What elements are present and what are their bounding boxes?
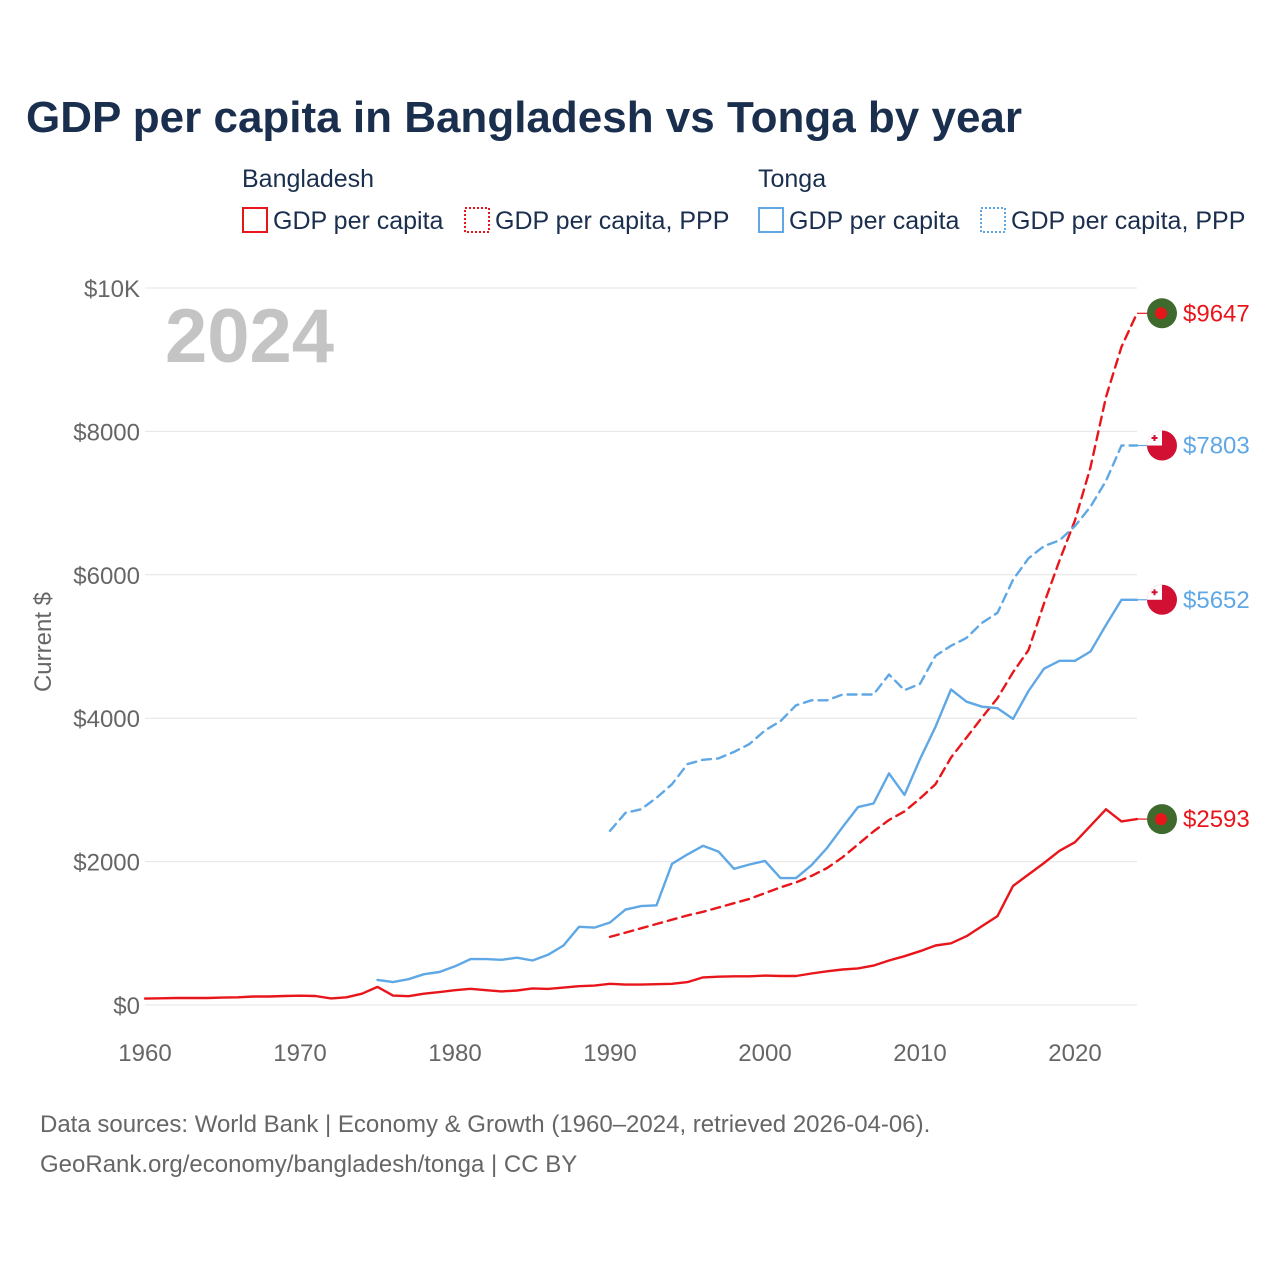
y-tick-label: $6000 (73, 563, 140, 590)
legend-swatch-tonga-ppp (980, 207, 1006, 233)
legend-label-bangladesh-ppp: GDP per capita, PPP (495, 207, 729, 235)
x-tick-label: 1960 (118, 1040, 171, 1067)
footer-sources: Data sources: World Bank | Economy & Gro… (40, 1111, 930, 1138)
x-tick-label: 2020 (1048, 1040, 1101, 1067)
year-label: 2024 (165, 294, 334, 379)
legend-label-tonga-ppp: GDP per capita, PPP (1011, 207, 1245, 235)
y-axis-title: Current $ (30, 592, 57, 692)
y-tick-label: $2000 (73, 850, 140, 877)
end-value-label: $9647 (1183, 300, 1250, 327)
grid (145, 287, 1137, 1006)
series-line-tonga-gdp-per-capita-ppp (608, 444, 1139, 832)
bangladesh-flag-icon (1147, 804, 1177, 835)
y-tick-label: $10K (84, 276, 140, 303)
series-line-bangladesh-gdp-per-capita-ppp (608, 312, 1139, 939)
end-value-label: $5652 (1183, 587, 1250, 614)
series-line-tonga-gdp-per-capita (376, 598, 1139, 984)
y-axis-ticks: $0 $2000 $4000 $6000 $8000 $10K (73, 276, 140, 1020)
y-tick-label: $0 (113, 993, 140, 1020)
tonga-flag-icon (1147, 430, 1177, 461)
end-value-label: $2593 (1183, 806, 1250, 833)
chart-title: GDP per capita in Bangladesh vs Tonga by… (26, 93, 1022, 142)
series-line-bangladesh-gdp-per-capita (143, 808, 1139, 1000)
legend-swatch-tonga-gdp (758, 207, 784, 233)
x-tick-label: 1990 (583, 1040, 636, 1067)
series (143, 312, 1139, 1000)
x-tick-label: 2000 (738, 1040, 791, 1067)
bangladesh-flag-icon (1147, 298, 1177, 329)
x-tick-label: 1980 (428, 1040, 481, 1067)
legend-group-tonga: Tonga (758, 165, 826, 193)
legend-swatch-bangladesh-ppp (464, 207, 490, 233)
tonga-flag-icon (1147, 584, 1177, 615)
footer-credit: GeoRank.org/economy/bangladesh/tonga | C… (40, 1151, 577, 1178)
x-tick-label: 2010 (893, 1040, 946, 1067)
end-markers: $2593 $9647 $5652 $7803 (1137, 298, 1250, 835)
legend-group-bangladesh: Bangladesh (242, 165, 374, 193)
legend-label-bangladesh-gdp: GDP per capita (273, 207, 444, 235)
legend: Bangladesh Tonga GDP per capita GDP per … (242, 165, 1245, 235)
y-tick-label: $4000 (73, 706, 140, 733)
x-axis-ticks: 1960 1970 1980 1990 2000 2010 2020 (118, 1040, 1101, 1067)
legend-swatch-bangladesh-gdp (242, 207, 268, 233)
x-tick-label: 1970 (273, 1040, 326, 1067)
y-tick-label: $8000 (73, 419, 140, 446)
legend-label-tonga-gdp: GDP per capita (789, 207, 960, 235)
end-value-label: $7803 (1183, 433, 1250, 460)
